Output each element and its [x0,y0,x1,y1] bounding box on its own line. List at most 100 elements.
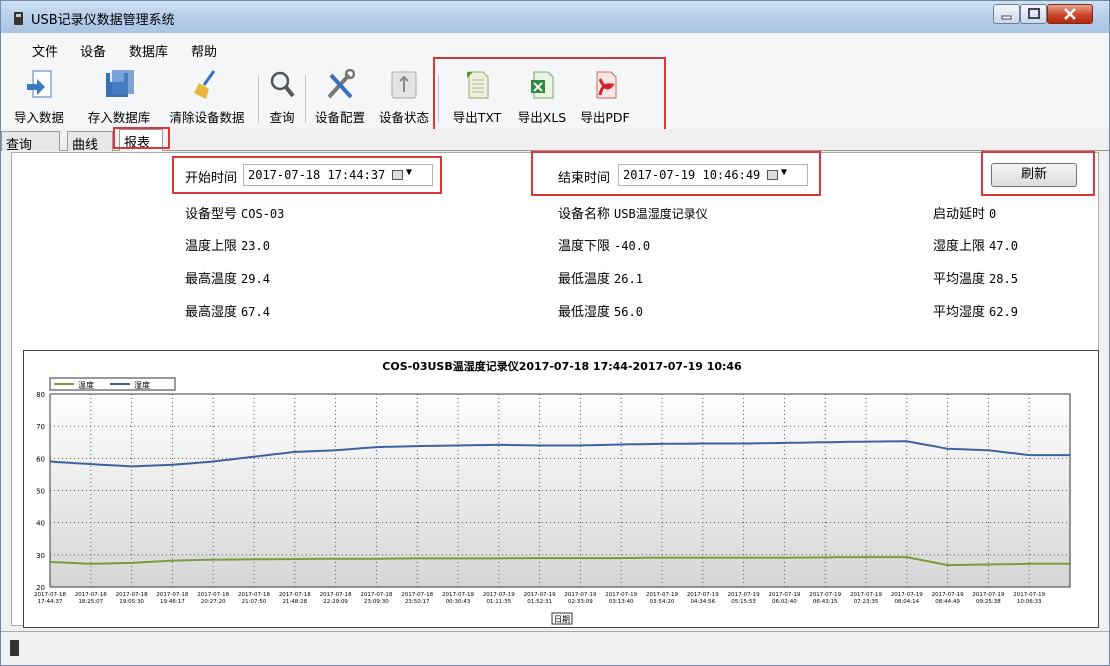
xls-file-icon [531,71,554,99]
x-tick-date: 2017-07-18 [360,592,392,598]
x-tick-date: 2017-07-19 [687,592,719,598]
x-tick-time: 01:11:35 [486,599,511,605]
calendar-icon [392,170,403,180]
export-xls-button[interactable]: 导出XLS [511,65,573,127]
x-tick-date: 2017-07-19 [442,592,474,598]
tab-bar: 查询 曲线 报表 [1,129,1109,153]
x-tick-time: 09:25:38 [976,599,1001,605]
database-save-icon [106,70,134,97]
maximize-button[interactable] [1020,4,1047,24]
x-tick-date: 2017-07-18 [116,592,148,598]
start-delay-field: 启动延时 0 [933,207,997,222]
x-tick-time: 21:07:50 [242,599,267,605]
menu-file[interactable]: 文件 [32,45,59,60]
x-tick-date: 2017-07-19 [809,592,841,598]
y-tick-label: 20 [36,584,45,592]
device-config-button[interactable]: 设备配置 [309,65,371,127]
x-tick-time: 10:06:33 [1017,599,1042,605]
x-tick-time: 03:54:20 [650,599,675,605]
x-tick-time: 01:52:31 [527,599,552,605]
end-time-value: 2017-07-19 10:46:49 [623,168,761,182]
x-tick-date: 2017-07-19 [891,592,923,598]
y-tick-label: 40 [36,520,45,528]
toolbar-separator [438,75,439,123]
tab-highlight-box [113,127,170,149]
x-tick-time: 05:15:53 [731,599,756,605]
menu-database[interactable]: 数据库 [129,45,169,60]
calendar-icon [767,170,778,180]
txt-file-icon [467,71,489,99]
y-tick-label: 60 [36,455,45,463]
x-tick-date: 2017-07-18 [197,592,229,598]
broom-icon [194,70,216,99]
max-temp-field: 最高温度 29.4 [185,272,270,287]
toolbar-separator [305,75,306,123]
close-button[interactable] [1047,4,1093,24]
x-tick-date: 2017-07-19 [932,592,964,598]
query-button[interactable]: 查询 [263,65,301,127]
legend-temperature: 温度 [78,380,94,390]
save-to-database-button[interactable]: 存入数据库 [81,65,157,127]
end-time-picker[interactable]: 2017-07-19 10:46:49 ▼ [618,164,808,186]
minimize-icon [1001,15,1012,20]
start-time-label: 开始时间 [185,171,238,186]
temp-lower-limit-field: 温度下限 -40.0 [558,239,651,254]
tools-icon [327,69,355,99]
dropdown-arrow-icon: ▼ [781,167,788,178]
import-data-button[interactable]: 导入数据 [3,65,75,127]
x-tick-date: 2017-07-18 [401,592,433,598]
x-tick-date: 2017-07-18 [279,592,311,598]
export-pdf-button[interactable]: 导出PDF [575,65,635,127]
clear-device-data-button[interactable]: 清除设备数据 [163,65,251,127]
temp-upper-limit-field: 温度上限 23.0 [185,239,270,254]
y-tick-label: 70 [36,423,45,431]
x-tick-date: 2017-07-19 [564,592,596,598]
humidity-series-line [49,440,1070,468]
x-tick-date: 2017-07-19 [646,592,678,598]
minimize-button[interactable] [993,4,1020,24]
import-icon [27,70,52,98]
min-humidity-field: 最低湿度 56.0 [558,305,643,320]
x-tick-time: 17:44:37 [38,599,63,605]
status-bar [1,631,1109,665]
usb-device-icon [10,640,19,656]
x-tick-time: 06:43:15 [813,599,838,605]
usb-icon [391,71,417,99]
x-tick-date: 2017-07-18 [156,592,188,598]
x-tick-time: 00:30:43 [446,599,471,605]
report-chart: COS-03USB温湿度记录仪2017-07-18 17:44-2017-07-… [23,350,1099,628]
start-time-value: 2017-07-18 17:44:37 [248,168,386,182]
x-tick-date: 2017-07-18 [34,592,66,598]
tab-curve[interactable]: 曲线 [67,131,113,153]
y-tick-label: 80 [36,391,45,399]
export-txt-button[interactable]: 导出TXT [445,65,509,127]
x-tick-date: 2017-07-19 [728,592,760,598]
x-tick-time: 20:27:20 [201,599,226,605]
device-status-button[interactable]: 设备状态 [375,65,433,127]
start-time-picker[interactable]: 2017-07-18 17:44:37 ▼ [243,164,433,186]
x-tick-time: 06:02:40 [772,599,797,605]
pdf-file-icon [596,71,617,99]
menu-device[interactable]: 设备 [80,45,107,60]
x-tick-time: 21:48:28 [282,599,307,605]
x-tick-time: 23:50:17 [405,599,430,605]
y-tick-label: 30 [36,552,45,560]
x-tick-date: 2017-07-18 [75,592,107,598]
refresh-highlight-box [981,151,1095,196]
menu-help[interactable]: 帮助 [191,45,218,60]
x-tick-time: 07:23:35 [854,599,879,605]
title-bar[interactable]: USB记录仪数据管理系统 [1,1,1109,33]
x-tick-date: 2017-07-19 [768,592,800,598]
refresh-button[interactable]: 刷新 [991,163,1077,187]
avg-humidity-field: 平均湿度 62.9 [933,305,1018,320]
x-tick-date: 2017-07-19 [1013,592,1045,598]
humidity-upper-limit-field: 湿度上限 47.0 [933,239,1018,254]
tab-query[interactable]: 查询 [1,131,60,153]
max-humidity-field: 最高湿度 67.4 [185,305,270,320]
legend-humidity: 湿度 [134,380,150,390]
x-tick-time: 08:04:14 [894,599,919,605]
chart-title: COS-03USB温湿度记录仪2017-07-18 17:44-2017-07-… [382,359,742,373]
x-tick-date: 2017-07-19 [850,592,882,598]
chart-svg: COS-03USB温湿度记录仪2017-07-18 17:44-2017-07-… [34,359,1071,625]
x-tick-time: 03:13:40 [609,599,634,605]
